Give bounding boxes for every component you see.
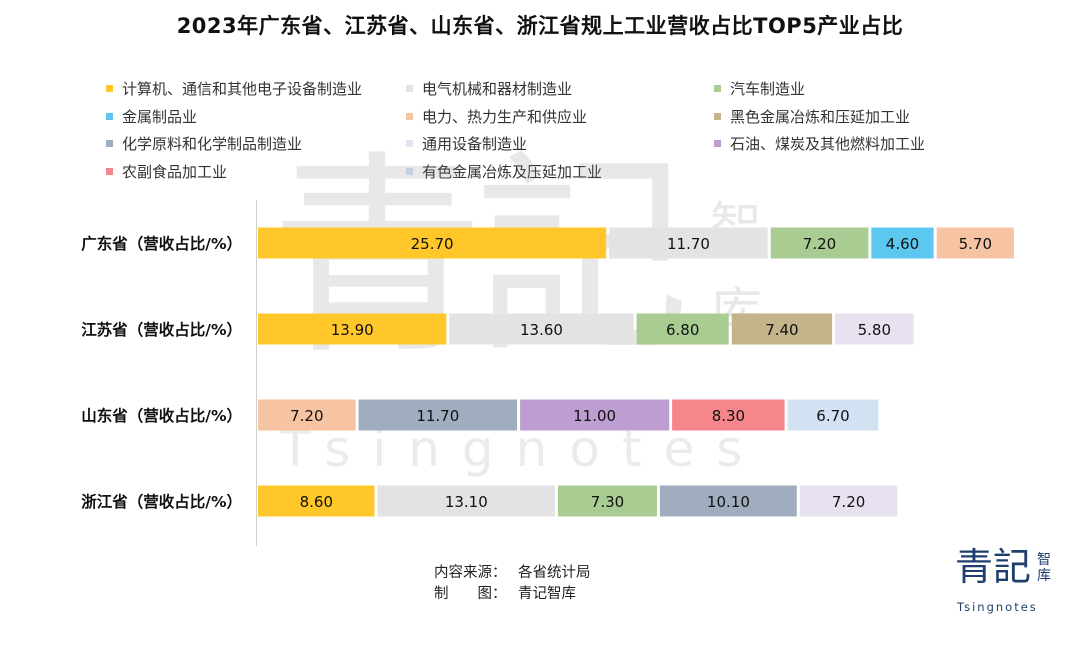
legend-swatch	[106, 140, 113, 147]
bar-segment	[558, 485, 657, 517]
legend-label: 黑色金属冶炼和压延加工业	[730, 107, 911, 126]
bar-segment	[449, 313, 634, 345]
bar-value-label: 25.70	[411, 235, 454, 253]
bar-value-label: 7.30	[591, 493, 624, 511]
bar-value-label: 11.00	[573, 407, 616, 425]
legend-item: 化学原料和化学制品制造业	[106, 133, 302, 154]
bar-segment	[358, 399, 518, 431]
bar-segment	[770, 227, 869, 259]
bar-value-label: 5.80	[858, 321, 891, 339]
chart-title: 2023年广东省、江苏省、山东省、浙江省规上工业营收占比TOP5产业占比	[176, 14, 904, 38]
bar-value-label: 10.10	[707, 493, 750, 511]
bar-value-label: 13.10	[445, 493, 488, 511]
bar-value-label: 4.60	[886, 235, 919, 253]
bar-segment	[520, 399, 670, 431]
bar-value-label: 13.60	[520, 321, 563, 339]
bar-value-label: 7.20	[803, 235, 836, 253]
bar-value-label: 13.90	[331, 321, 374, 339]
bar-segment	[636, 313, 729, 345]
brand-logo: 青記 智库 Tsingnotes	[955, 548, 1065, 618]
logo-sub-text: Tsingnotes	[957, 600, 1038, 614]
bar-segment	[377, 485, 555, 517]
logo-main-text: 青記	[955, 545, 1032, 589]
legend-swatch	[714, 112, 721, 120]
legend-item: 石油、煤炭及其他燃料加工业	[714, 133, 925, 154]
bar-segment	[672, 399, 785, 431]
bar-segment	[258, 485, 375, 517]
legend-item: 汽车制造业	[714, 78, 805, 99]
legend-label: 计算机、通信和其他电子设备制造业	[122, 80, 363, 98]
bar-value-label: 8.60	[300, 493, 333, 511]
bar-value-label: 6.80	[666, 321, 699, 339]
legend-swatch	[714, 85, 721, 92]
bar-segment	[258, 313, 447, 345]
source-value: 各省统计局	[518, 565, 591, 581]
legend-label: 石油、煤炭及其他燃料加工业	[730, 135, 926, 153]
bar-value-label: 7.40	[765, 321, 798, 339]
legend-swatch	[106, 112, 113, 120]
legend-label: 化学原料和化学制品制造业	[122, 135, 303, 153]
source-row: 内容来源： 各省统计局	[434, 563, 591, 584]
bar-segment	[787, 399, 879, 431]
maker-row: 制 图： 青记智库	[434, 584, 591, 605]
legend-item: 电气机械和器材制造业	[406, 78, 572, 99]
bar-segment	[659, 485, 797, 517]
bar-segment	[799, 485, 898, 517]
maker-value: 青记智库	[518, 586, 576, 602]
row-label: 山东省（营收占比/%）	[81, 406, 242, 425]
bar-value-label: 7.20	[832, 493, 865, 511]
bar-value-label: 11.70	[416, 407, 459, 425]
bar-segment	[609, 227, 768, 259]
bar-value-label: 7.20	[290, 407, 323, 425]
row-label: 广东省（营收占比/%）	[81, 234, 242, 253]
bar-segment	[731, 313, 833, 345]
legend-item: 电力、热力生产和供应业	[406, 106, 587, 127]
legend-item: 农副食品加工业	[106, 161, 227, 182]
row-label: 浙江省（营收占比/%）	[81, 492, 242, 511]
source-note: 内容来源： 各省统计局 制 图： 青记智库	[434, 563, 591, 605]
legend-label: 有色金属冶炼及压延加工业	[422, 162, 603, 181]
bar-value-label: 5.70	[959, 235, 992, 253]
legend-item: 黑色金属冶炼和压延加工业	[714, 106, 910, 127]
source-key: 内容来源：	[434, 565, 507, 581]
bar-value-label: 8.30	[712, 407, 745, 425]
legend-label: 金属制品业	[122, 107, 198, 126]
bar-segment	[835, 313, 914, 345]
maker-key: 制 图：	[434, 586, 507, 602]
bar-segment	[871, 227, 934, 259]
legend-swatch	[406, 140, 413, 147]
legend-label: 农副食品加工业	[122, 162, 228, 181]
legend-item: 通用设备制造业	[406, 133, 527, 154]
bar-segment	[258, 399, 356, 431]
legend-label: 电力、热力生产和供应业	[422, 107, 588, 126]
legend-swatch	[406, 167, 413, 175]
row-label: 江苏省（营收占比/%）	[81, 320, 242, 339]
legend-swatch	[714, 140, 721, 147]
legend-item: 计算机、通信和其他电子设备制造业	[106, 78, 362, 99]
legend-label: 通用设备制造业	[422, 135, 528, 153]
legend-swatch	[106, 85, 113, 92]
logo-side-text: 智库	[1037, 552, 1051, 584]
bar-segment	[258, 227, 607, 259]
legend-item: 有色金属冶炼及压延加工业	[406, 161, 602, 182]
legend-label: 汽车制造业	[730, 80, 806, 98]
bar-value-label: 11.70	[667, 235, 710, 253]
legend-swatch	[106, 167, 113, 175]
bar-segment	[936, 227, 1014, 259]
legend-swatch	[406, 85, 413, 92]
legend-item: 金属制品业	[106, 106, 197, 127]
legend-label: 电气机械和器材制造业	[422, 80, 573, 98]
legend-swatch	[406, 112, 413, 120]
bar-value-label: 6.70	[816, 407, 849, 425]
